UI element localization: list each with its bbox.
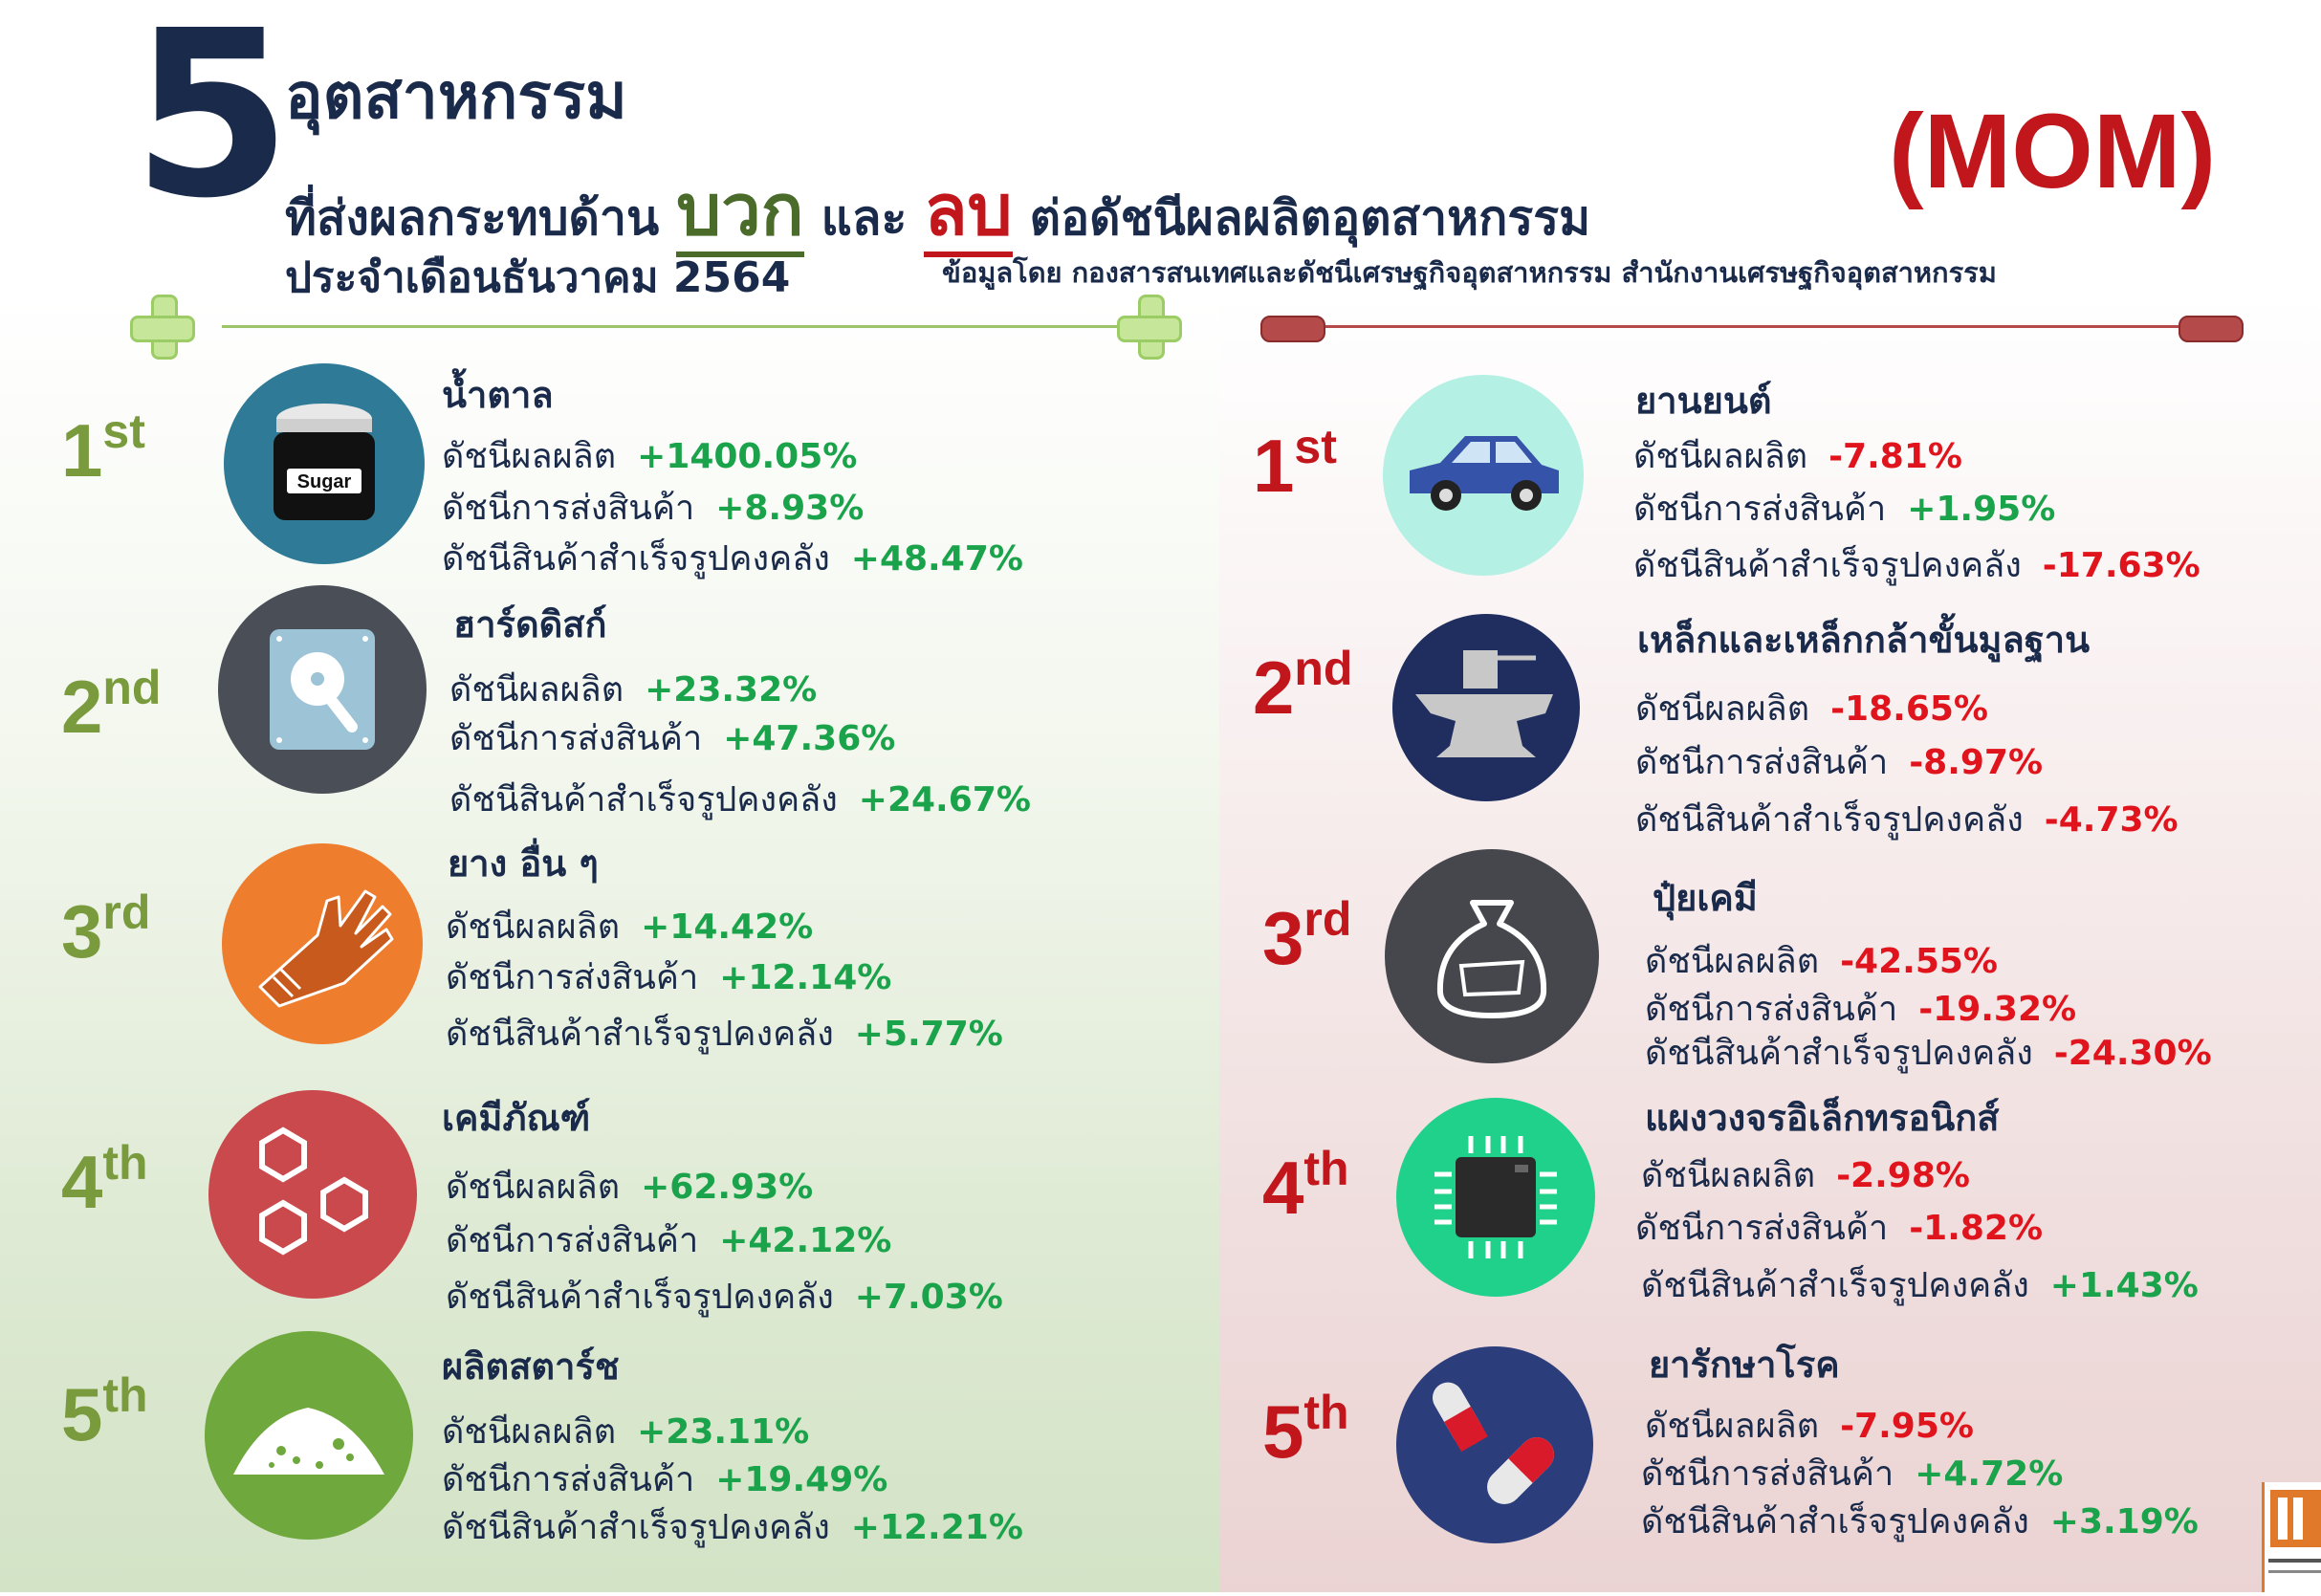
positive-item-4-line-1: ดัชนีผลผลิต +62.93% [446, 1168, 814, 1207]
positive-divider-line [222, 325, 1132, 328]
positive-item-3-line-1: ดัชนีผลผลิต +14.42% [446, 907, 814, 947]
negative-item-1-line-3: ดัชนีสินค้าสำเร็จรูปคงคลัง -17.63% [1633, 546, 2201, 585]
positive-item-1-line-1: ดัชนีผลผลิต +1400.05% [442, 437, 858, 476]
title-line-2-suffix: ต่อดัชนีผลผลิตอุตสาหกรรม [1029, 190, 1591, 246]
positive-item-4-line-3: ดัชนีสินค้าสำเร็จรูปคงคลัง +7.03% [446, 1278, 1003, 1317]
agency-logo-icon [2262, 1482, 2321, 1592]
car-icon [1383, 375, 1584, 576]
negative-item-4-name: แผงวงจรอิเล็กทรอนิกส์ [1645, 1097, 2000, 1139]
positive-item-3-line-3: ดัชนีสินค้าสำเร็จรูปคงคลัง +5.77% [446, 1015, 1003, 1054]
negative-item-3-line-1: ดัชนีผลผลิต -42.55% [1645, 942, 1998, 981]
positive-item-4-name: เคมีภัณฑ์ [442, 1097, 591, 1139]
positive-item-3-name: ยาง อื่น ๆ [448, 842, 599, 885]
sugar-jar-label: Sugar [297, 471, 352, 492]
positive-item-5-name: ผลิตสตาร์ช [442, 1345, 620, 1388]
negative-rank-1: 1st [1253, 420, 1337, 508]
negative-item-3-name: ปุ๋ยเคมี [1653, 877, 1758, 919]
positive-item-3-line-2: ดัชนีการส่งสินค้า +12.14% [446, 958, 892, 997]
plus-icon-left [130, 295, 195, 360]
positive-item-2-line-3: ดัชนีสินค้าสำเร็จรูปคงคลัง +24.67% [449, 780, 1031, 820]
hard-disk-icon [218, 585, 427, 794]
negative-word: ลบ [924, 169, 1013, 257]
positive-item-5-line-1: ดัชนีผลผลิต +23.11% [442, 1412, 810, 1452]
negative-item-5-line-1: ดัชนีผลผลิต -7.95% [1645, 1407, 1974, 1446]
microchip-icon [1396, 1098, 1595, 1297]
title-line-1: อุตสาหกรรม [285, 59, 627, 133]
negative-divider-line [1286, 325, 2195, 328]
positive-item-4-line-2: ดัชนีการส่งสินค้า +42.12% [446, 1221, 892, 1260]
pill-capsule-icon [1396, 1346, 1593, 1543]
title-line-2-prefix: ที่ส่งผลกระทบด้าน [285, 190, 660, 246]
positive-item-2-line-1: ดัชนีผลผลิต +23.32% [449, 670, 818, 710]
positive-item-5-line-3: ดัชนีสินค้าสำเร็จรูปคงคลัง +12.21% [442, 1508, 1023, 1547]
fertilizer-sack-icon [1385, 849, 1599, 1063]
positive-rank-5: 5th [61, 1368, 148, 1456]
negative-rank-3: 3rd [1262, 892, 1352, 980]
negative-item-2-line-2: ดัชนีการส่งสินค้า -8.97% [1635, 743, 2044, 782]
minus-icon-right [2179, 316, 2244, 342]
negative-item-1-line-2: ดัชนีการส่งสินค้า +1.95% [1633, 490, 2056, 529]
negative-rank-5: 5th [1262, 1386, 1349, 1474]
negative-item-2-line-1: ดัชนีผลผลิต -18.65% [1635, 689, 1988, 729]
negative-item-2-line-3: ดัชนีสินค้าสำเร็จรูปคงคลัง -4.73% [1635, 800, 2179, 840]
positive-word: บวก [676, 169, 804, 257]
anvil-icon [1392, 614, 1580, 801]
negative-item-5-line-3: ดัชนีสินค้าสำเร็จรูปคงคลัง +3.19% [1641, 1502, 2199, 1541]
minus-icon-left [1260, 316, 1325, 342]
negative-rank-2: 2nd [1253, 642, 1353, 730]
source-credit: ข้อมูลโดย กองสารสนเทศและดัชนีเศรษฐกิจอุต… [942, 256, 1997, 289]
positive-item-1-line-2: ดัชนีการส่งสินค้า +8.93% [442, 489, 865, 528]
sugar-jar-icon: Sugar [224, 363, 425, 564]
hexagon-molecule-icon [208, 1090, 417, 1299]
negative-rank-4: 4th [1262, 1142, 1349, 1230]
positive-item-1-line-3: ดัชนีสินค้าสำเร็จรูปคงคลัง +48.47% [442, 539, 1023, 579]
negative-item-4-line-3: ดัชนีสินค้าสำเร็จรูปคงคลัง +1.43% [1641, 1266, 2199, 1305]
negative-item-4-line-2: ดัชนีการส่งสินค้า -1.82% [1635, 1209, 2044, 1248]
title-line-2: ที่ส่งผลกระทบด้าน บวก และ ลบ ต่อดัชนีผลผลิตอ… [285, 153, 1590, 266]
positive-item-2-line-2: ดัชนีการส่งสินค้า +47.36% [449, 719, 896, 758]
positive-rank-4: 4th [61, 1136, 148, 1224]
positive-panel-background [0, 296, 1219, 1592]
negative-item-1-line-1: ดัชนีผลผลิต -7.81% [1633, 437, 1962, 476]
period-label: ประจำเดือนธันวาคม 2564 [285, 253, 791, 302]
negative-item-5-name: ยารักษาโรค [1649, 1344, 1840, 1386]
positive-item-5-line-2: ดัชนีการส่งสินค้า +19.49% [442, 1460, 888, 1499]
negative-item-2-name: เหล็กและเหล็กกล้าขั้นมูลฐาน [1637, 619, 2091, 661]
negative-item-3-line-2: ดัชนีการส่งสินค้า -19.32% [1645, 990, 2077, 1029]
plus-icon-right [1117, 295, 1182, 360]
positive-rank-1: 1st [61, 404, 145, 492]
negative-item-1-name: ยานยนต์ [1635, 380, 1772, 422]
positive-rank-2: 2nd [61, 661, 162, 749]
mom-label: (MOM) [1889, 93, 2217, 210]
positive-item-1-name: น้ำตาล [442, 374, 554, 416]
negative-item-4-line-1: ดัชนีผลผลิต -2.98% [1641, 1156, 1970, 1195]
positive-rank-3: 3rd [61, 885, 151, 973]
negative-item-5-line-2: ดัชนีการส่งสินค้า +4.72% [1641, 1454, 2064, 1494]
rubber-glove-icon [222, 843, 423, 1044]
title-line-2-mid: และ [821, 190, 908, 246]
big-number-five: 5 [132, 0, 292, 249]
negative-item-3-line-3: ดัชนีสินค้าสำเร็จรูปคงคลัง -24.30% [1645, 1034, 2212, 1073]
positive-item-2-name: ฮาร์ดดิสก์ [453, 603, 607, 645]
starch-pile-icon [205, 1331, 413, 1540]
